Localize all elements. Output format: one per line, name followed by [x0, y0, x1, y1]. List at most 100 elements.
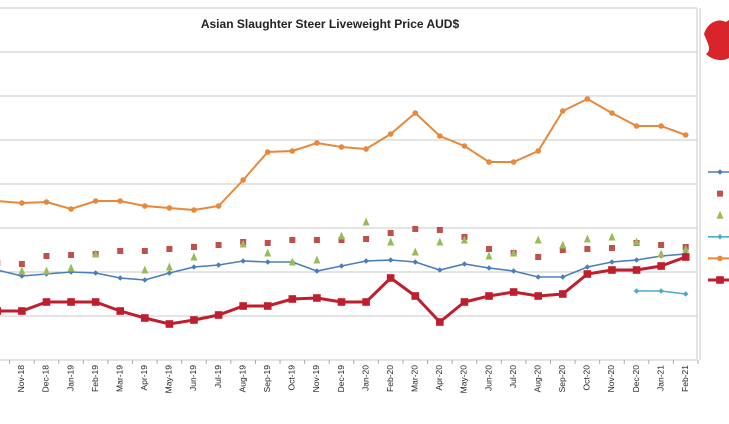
marker: [486, 265, 492, 271]
marker: [559, 108, 566, 114]
marker: [436, 318, 444, 326]
marker: [362, 298, 370, 306]
marker: [289, 148, 296, 154]
marker: [240, 177, 246, 183]
marker: [436, 237, 444, 246]
marker: [486, 246, 493, 252]
marker: [633, 288, 640, 294]
marker: [240, 258, 246, 264]
marker: [584, 264, 591, 270]
marker: [42, 298, 51, 306]
x-tick-label: Nov-19: [311, 365, 321, 393]
x-tick-label: Sep-19: [262, 365, 272, 393]
x-tick-label: Dec-19: [336, 365, 346, 393]
marker: [338, 237, 345, 243]
marker: [510, 159, 517, 165]
marker: [0, 307, 2, 315]
marker: [68, 206, 74, 212]
marker: [166, 246, 173, 252]
marker: [18, 266, 26, 275]
marker: [214, 311, 223, 319]
marker: [535, 254, 542, 260]
marker: [141, 314, 149, 322]
marker: [190, 316, 198, 324]
marker: [289, 237, 296, 243]
x-tick-label: May-20: [459, 365, 469, 394]
chart-title: Asian Slaughter Steer Liveweight Price A…: [201, 17, 460, 31]
legend-marker: [717, 234, 723, 240]
legend-marker: [716, 276, 724, 284]
x-tick-label: Dec-18: [41, 365, 51, 393]
marker: [19, 200, 25, 206]
marker: [559, 240, 567, 249]
marker: [510, 248, 518, 257]
marker: [460, 235, 468, 244]
marker: [363, 236, 370, 242]
marker: [92, 198, 99, 204]
marker: [338, 231, 345, 240]
marker: [559, 274, 566, 280]
marker: [363, 146, 369, 152]
marker: [657, 249, 665, 258]
marker: [412, 110, 419, 116]
marker: [314, 140, 320, 146]
x-tick-label: Feb-19: [90, 365, 100, 392]
marker: [313, 294, 321, 302]
marker: [633, 237, 641, 246]
x-tick-label: Jul-19: [213, 365, 223, 388]
marker: [681, 253, 690, 261]
marker: [584, 96, 591, 102]
marker: [535, 274, 541, 280]
marker: [42, 266, 50, 275]
marker: [288, 257, 296, 266]
x-tick-label: Jan-21: [655, 365, 665, 391]
x-tick-label: Nov-20: [606, 365, 616, 393]
marker: [387, 131, 394, 137]
marker: [313, 255, 321, 264]
marker: [510, 268, 517, 274]
marker: [657, 262, 665, 270]
marker: [18, 261, 25, 267]
x-tick-label: Oct-18: [0, 365, 2, 391]
marker: [19, 273, 25, 279]
x-tick-label: Mar-19: [114, 365, 124, 392]
legend-marker: [717, 190, 723, 197]
marker: [387, 237, 395, 246]
marker: [141, 265, 149, 274]
x-tick-label: Dec-20: [631, 365, 641, 393]
marker: [633, 257, 640, 263]
x-tick-label: Aug-20: [532, 365, 542, 393]
marker: [337, 298, 346, 306]
marker: [461, 261, 468, 267]
marker: [608, 245, 615, 251]
marker: [215, 242, 222, 248]
marker: [239, 239, 247, 248]
marker: [362, 217, 370, 226]
marker: [239, 302, 247, 310]
marker: [534, 235, 542, 244]
marker: [191, 207, 197, 213]
x-tick-label: Mar-20: [410, 365, 420, 392]
x-tick-label: Aug-19: [237, 365, 247, 393]
marker: [583, 270, 592, 278]
x-tick-label: Apr-19: [139, 365, 149, 391]
marker: [437, 267, 443, 273]
series-line: [0, 97, 687, 212]
marker: [682, 132, 689, 138]
marker: [485, 251, 493, 260]
marker: [658, 123, 664, 129]
marker: [264, 259, 271, 265]
marker: [509, 288, 518, 296]
marker: [117, 248, 124, 254]
marker: [141, 248, 148, 254]
marker: [534, 292, 542, 300]
marker: [608, 232, 616, 241]
marker: [43, 253, 50, 259]
marker: [682, 291, 689, 297]
marker: [263, 302, 272, 310]
marker: [338, 144, 345, 150]
marker: [608, 266, 616, 274]
marker: [215, 262, 222, 268]
marker: [437, 133, 443, 139]
